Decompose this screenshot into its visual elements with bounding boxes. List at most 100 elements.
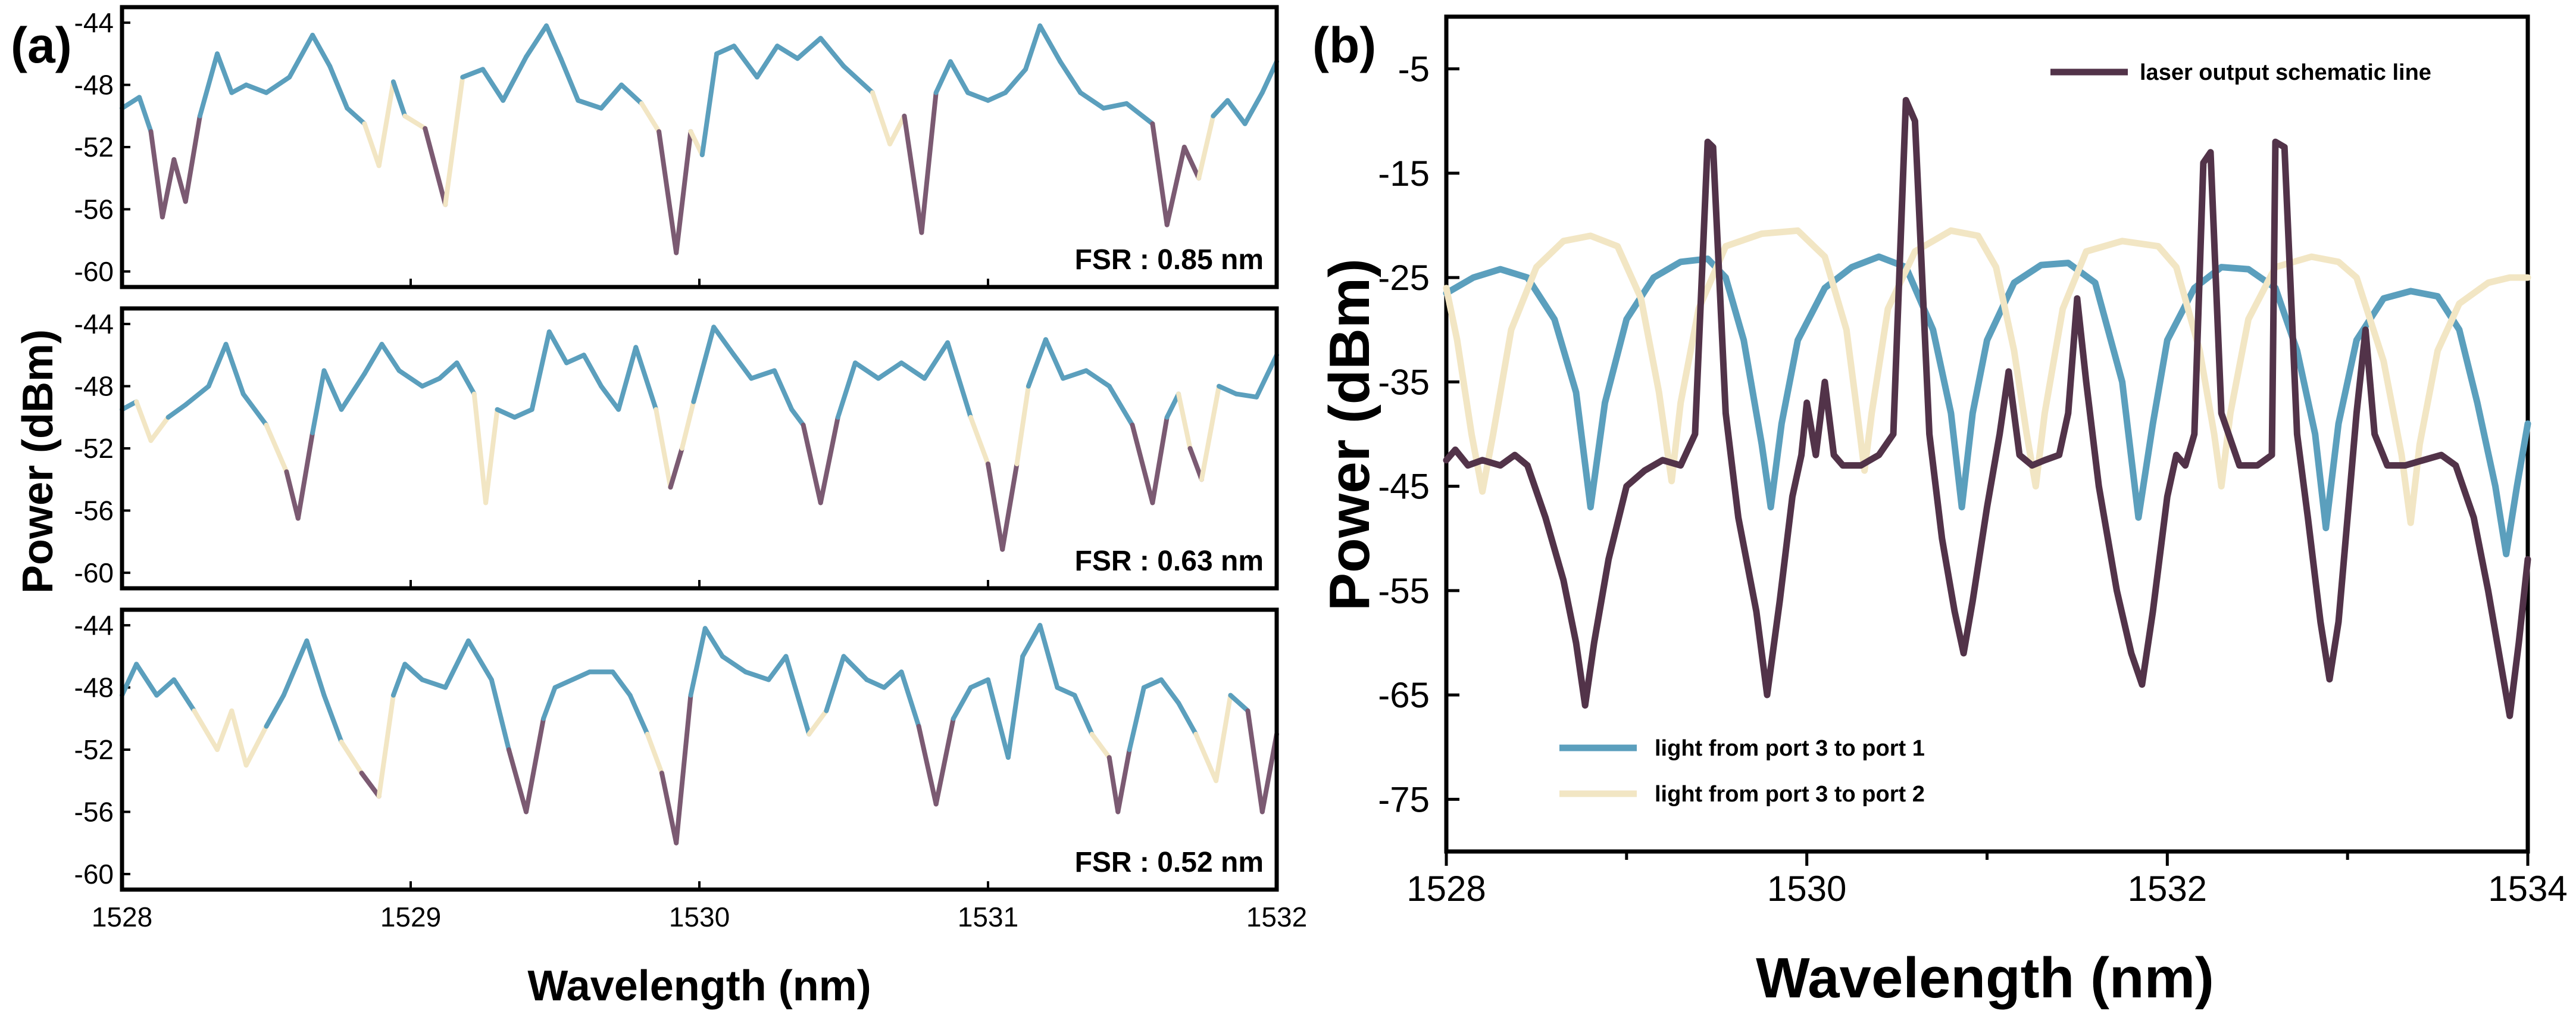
series-segment <box>835 360 858 420</box>
series-segment <box>546 329 569 366</box>
y-tick-label: -55 <box>1378 571 1430 611</box>
series-segment <box>1003 67 1028 95</box>
y-tick-label: -48 <box>74 672 114 703</box>
series-segment <box>743 669 771 682</box>
series-segment <box>295 430 315 521</box>
series-segment <box>570 669 592 682</box>
series-segment <box>870 90 893 146</box>
series-segment <box>489 677 511 752</box>
series-segment <box>1000 461 1020 552</box>
panel-a: (a) -44 -48 -52 -56 -60 FSR : 0.85 nm -44 -48 -5… <box>11 5 1307 1010</box>
y-tick-label: -56 <box>74 194 114 224</box>
series-segment <box>376 79 396 169</box>
series-segment <box>688 129 705 158</box>
series-segment <box>524 23 549 60</box>
series-segment <box>916 723 939 807</box>
series-segment <box>841 64 875 95</box>
series-segment <box>466 638 494 682</box>
panel-b-legend-bottom: light from port 3 to port 1 light from p… <box>1559 736 1925 807</box>
fsr-annotation: FSR : 0.52 nm <box>1075 847 1264 878</box>
series-segment <box>1101 101 1129 111</box>
legend-label-port31: light from port 3 to port 1 <box>1655 736 1925 761</box>
series-segment <box>120 399 139 412</box>
y-tick-label: -44 <box>74 610 114 641</box>
series-segment <box>968 414 990 467</box>
series-segment <box>264 74 292 95</box>
series-segment <box>310 368 327 435</box>
series-segment <box>599 82 624 111</box>
panel-b-y-axis-title: Power (dBm) <box>1318 258 1381 611</box>
series-segment <box>627 693 650 737</box>
series-segment <box>148 414 171 443</box>
series-segment <box>460 67 486 80</box>
series-segment <box>1023 23 1043 72</box>
series-segment <box>402 113 428 131</box>
series-segment <box>783 654 812 737</box>
subplot-frame <box>120 607 1279 892</box>
series-segment <box>633 345 659 412</box>
series-segment <box>679 399 696 451</box>
series-segment <box>582 353 604 389</box>
series-segment <box>795 36 823 61</box>
subplot-3: -44 -48 -52 -56 -60 FSR : 0.52 nm <box>74 607 1279 892</box>
series-segment <box>134 662 160 698</box>
series-segment <box>454 360 477 397</box>
y-tick-label: -44 <box>74 7 114 38</box>
series-segment <box>1043 337 1066 381</box>
series-segment <box>731 43 759 80</box>
series-segment <box>1176 391 1193 451</box>
series-segment <box>1164 391 1181 420</box>
y-tick-label: -52 <box>74 433 114 464</box>
series-segment <box>1037 23 1063 64</box>
series-segment <box>656 129 679 255</box>
series-segment <box>1124 101 1155 126</box>
series-segment <box>443 74 465 207</box>
series-segment <box>483 407 500 506</box>
series-segment <box>1078 90 1106 111</box>
series-segment <box>806 708 829 737</box>
series-segment <box>772 368 795 412</box>
y-tick-label: -48 <box>74 70 114 101</box>
series-segment <box>339 371 367 412</box>
x-tick-label: 1532 <box>2128 869 2207 909</box>
subplot-frame <box>120 306 1279 591</box>
fsr-annotation: FSR : 0.63 nm <box>1075 545 1264 577</box>
x-tick-label: 1530 <box>669 902 730 932</box>
series-segment <box>544 23 564 61</box>
y-tick-label: -75 <box>1378 779 1430 819</box>
series-segment <box>674 693 693 846</box>
series-segment <box>986 90 1008 103</box>
series-segment <box>134 399 154 443</box>
series-segment <box>215 708 235 752</box>
series-segment <box>362 121 382 169</box>
x-tick-label: 1528 <box>92 902 152 932</box>
panel-b-legend-top: laser output schematic line <box>2050 60 2431 85</box>
series-segment <box>240 391 269 428</box>
series-segment <box>243 723 269 768</box>
series-segment <box>359 771 382 799</box>
series-segment <box>192 708 220 752</box>
series-segment <box>215 51 235 95</box>
series-segment <box>223 342 246 397</box>
series-segment <box>691 325 717 404</box>
series-segment <box>1254 353 1279 400</box>
series-segment <box>512 407 534 420</box>
y-tick-label: -5 <box>1398 49 1430 89</box>
series-segment <box>711 325 737 358</box>
series-segment <box>1072 693 1095 737</box>
series-segment <box>420 376 442 389</box>
series-segment <box>674 129 693 255</box>
series-segment <box>281 638 310 698</box>
series-segment <box>1130 422 1155 506</box>
series-segment <box>524 716 546 815</box>
series-segment <box>471 391 489 506</box>
panel-a-subplots: -44 -48 -52 -56 -60 FSR : 0.85 nm -44 -48 -52 -56… <box>74 5 1279 892</box>
series-segment <box>576 98 604 111</box>
series-segment <box>965 90 990 103</box>
subplot-2: -44 -48 -52 -56 -60 FSR : 0.63 nm <box>74 306 1279 591</box>
series-segment <box>564 353 586 366</box>
series-segment <box>774 43 800 61</box>
series-segment <box>766 654 789 682</box>
x-tick-label: 1528 <box>1406 869 1486 909</box>
series-segment <box>731 353 754 381</box>
